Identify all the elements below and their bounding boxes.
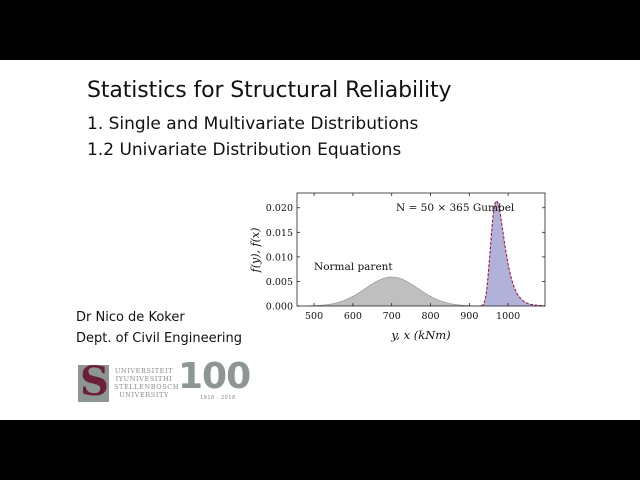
plot-frame bbox=[296, 192, 546, 307]
annotation-normal: Normal parent bbox=[314, 261, 393, 273]
centenary-mark: 100 bbox=[178, 356, 251, 397]
x-tick-label: 500 bbox=[305, 311, 323, 322]
centenary-years: 1918 · 2018 bbox=[200, 395, 236, 401]
series-area-1 bbox=[481, 200, 545, 306]
letterbox-bottom bbox=[0, 420, 640, 480]
slide: Statistics for Structural Reliability 1.… bbox=[0, 60, 640, 420]
y-tick-label: 0.000 bbox=[266, 302, 293, 313]
chart-series bbox=[306, 200, 545, 307]
stellenbosch-s-icon: S bbox=[78, 365, 109, 402]
x-tick-label: 1000 bbox=[496, 311, 520, 322]
x-axis-label: y, x (kNm) bbox=[390, 328, 450, 342]
slide-title: Statistics for Structural Reliability bbox=[87, 78, 452, 103]
x-tick-label: 600 bbox=[344, 311, 362, 322]
slide-subtitle-section: 1. Single and Multivariate Distributions bbox=[87, 114, 419, 134]
annotation-gumbel: N = 50 × 365 Gumbel bbox=[396, 202, 515, 214]
series-line-1 bbox=[480, 200, 545, 307]
y-tick-label: 0.015 bbox=[266, 228, 293, 239]
y-tick-label: 0.020 bbox=[266, 203, 293, 214]
chart-axes: 500 600 700 800 900 1000 0.000 0.005 0.010 0.015 0… bbox=[266, 193, 545, 322]
y-tick-label: 0.005 bbox=[266, 277, 293, 288]
y-axis-label: f(y), f(x) bbox=[249, 228, 262, 274]
x-tick-label: 800 bbox=[421, 311, 439, 322]
x-tick-label: 700 bbox=[383, 311, 401, 322]
slide-subtitle-topic: 1.2 Univariate Distribution Equations bbox=[87, 140, 402, 160]
university-name: UNIVERSITEIT IYUNIVESITHI STELLENBOSCH U… bbox=[114, 367, 180, 399]
letterbox-top bbox=[0, 0, 640, 60]
x-tick-label: 900 bbox=[460, 311, 478, 322]
author-department: Dept. of Civil Engineering bbox=[76, 331, 243, 346]
author-name: Dr Nico de Koker bbox=[76, 310, 185, 325]
series-line-0 bbox=[306, 276, 481, 307]
y-tick-label: 0.010 bbox=[266, 252, 293, 263]
series-area-0 bbox=[306, 277, 481, 306]
